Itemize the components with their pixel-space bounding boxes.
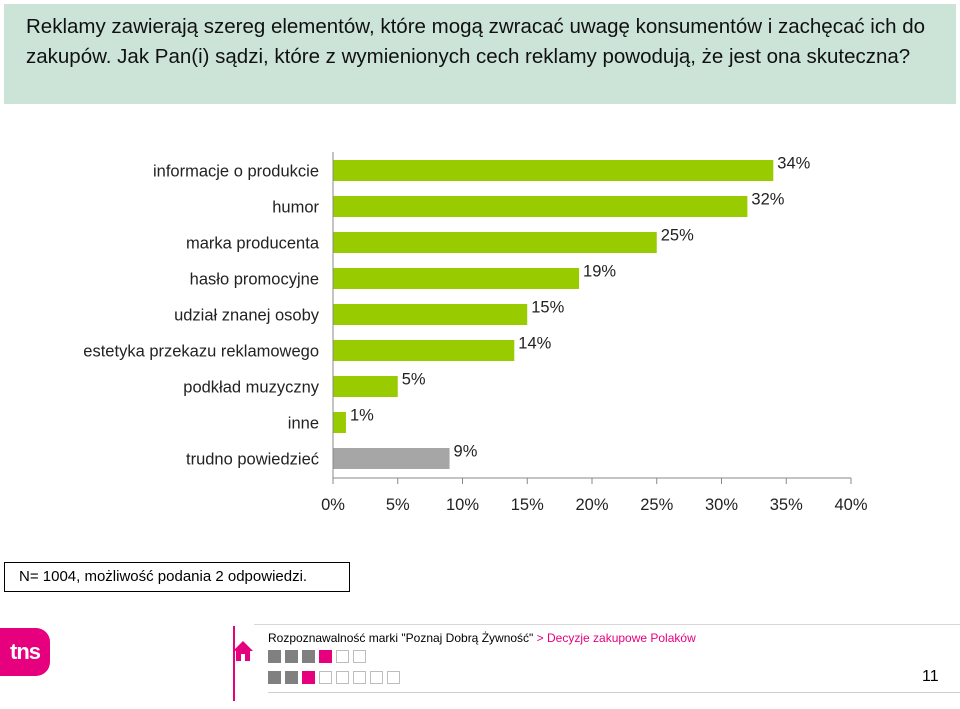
bar — [333, 412, 346, 433]
footer-bottom-rule — [268, 692, 960, 693]
section-square[interactable] — [353, 671, 366, 684]
value-label: 15% — [531, 299, 564, 317]
tns-logo-text: tns — [10, 639, 41, 664]
section-square[interactable] — [336, 650, 349, 663]
category-label: hasło promocyjne — [190, 271, 319, 289]
sample-note: N= 1004, możliwość podania 2 odpowiedzi. — [4, 562, 350, 592]
x-tick-label: 25% — [640, 496, 673, 514]
value-label: 32% — [751, 191, 784, 209]
category-label: inne — [288, 415, 319, 433]
breadcrumb-main: Rozpoznawalność marki "Poznaj Dobrą Żywn… — [268, 631, 534, 645]
breadcrumb: Rozpoznawalność marki "Poznaj Dobrą Żywn… — [268, 631, 696, 645]
value-label: 1% — [350, 407, 374, 425]
category-label: informacje o produkcie — [153, 163, 319, 181]
section-square[interactable] — [387, 671, 400, 684]
category-label: podkład muzyczny — [183, 379, 319, 397]
value-label: 9% — [454, 443, 478, 461]
sample-note-text: N= 1004, możliwość podania 2 odpowiedzi. — [19, 568, 308, 585]
bars-layer: informacje o produkcie 34% humor 32% marka p… — [83, 155, 811, 469]
bar — [333, 268, 580, 289]
category-label: udział znanej osoby — [174, 307, 320, 325]
section-progress-row-1 — [268, 650, 370, 668]
tns-logo: tns — [0, 628, 50, 676]
section-square[interactable] — [302, 650, 315, 663]
x-tick-label: 0% — [321, 496, 345, 514]
x-tick-label: 5% — [386, 496, 410, 514]
x-tick-label: 30% — [705, 496, 738, 514]
x-tick-label: 20% — [575, 496, 608, 514]
bar — [333, 448, 450, 469]
section-square[interactable] — [268, 650, 281, 663]
bar — [333, 340, 515, 361]
breadcrumb-separator: > — [536, 631, 544, 645]
section-square[interactable] — [336, 671, 349, 684]
x-axis: 0% 5% 10% 15% 20% 25% 30% 35% 40% — [321, 152, 868, 514]
question-text: Reklamy zawierają szereg elementów, któr… — [26, 15, 926, 68]
category-label: marka producenta — [186, 235, 320, 253]
footer-rule — [254, 624, 960, 625]
category-label: trudno powiedzieć — [186, 451, 319, 469]
value-label: 34% — [777, 155, 810, 173]
bar-chart: informacje o produkcie 34% humor 32% marka p… — [83, 152, 868, 514]
bar — [333, 376, 398, 397]
value-label: 19% — [583, 263, 616, 281]
section-square[interactable] — [319, 671, 332, 684]
category-label: estetyka przekazu reklamowego — [83, 343, 319, 361]
category-label: humor — [272, 199, 319, 217]
home-icon[interactable] — [232, 640, 254, 662]
section-square[interactable] — [319, 650, 332, 663]
breadcrumb-section[interactable]: Decyzje zakupowe Polaków — [547, 631, 696, 645]
footer-divider — [233, 626, 235, 701]
section-progress-row-2 — [268, 671, 404, 689]
bar — [333, 232, 657, 253]
x-tick-label: 15% — [511, 496, 544, 514]
page-number: 11 — [922, 668, 939, 685]
section-square[interactable] — [302, 671, 315, 684]
bar — [333, 160, 774, 181]
section-square[interactable] — [268, 671, 281, 684]
section-square[interactable] — [353, 650, 366, 663]
x-tick-label: 35% — [770, 496, 803, 514]
section-square[interactable] — [285, 671, 298, 684]
value-label: 14% — [518, 335, 551, 353]
x-tick-label: 10% — [446, 496, 479, 514]
value-label: 25% — [661, 227, 694, 245]
section-square[interactable] — [285, 650, 298, 663]
bar — [333, 304, 528, 325]
section-square[interactable] — [370, 671, 383, 684]
x-tick-label: 40% — [834, 496, 867, 514]
value-label: 5% — [402, 371, 426, 389]
bar — [333, 196, 748, 217]
question-box: Reklamy zawierają szereg elementów, któr… — [4, 4, 956, 104]
